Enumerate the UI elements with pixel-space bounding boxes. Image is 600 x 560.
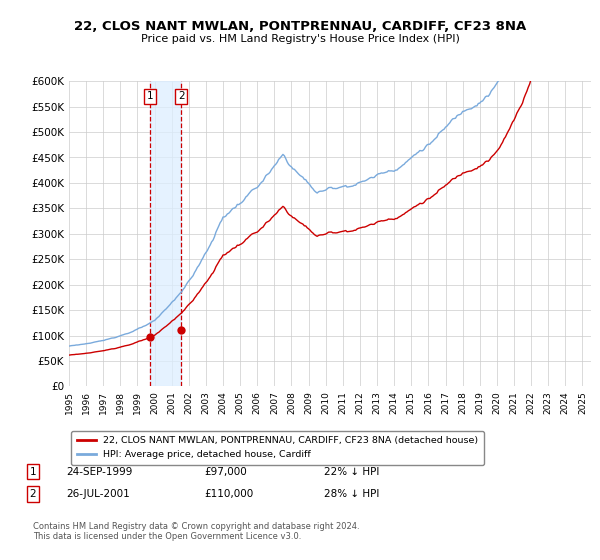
Bar <box>150 81 181 386</box>
Text: 22, CLOS NANT MWLAN, PONTPRENNAU, CARDIFF, CF23 8NA: 22, CLOS NANT MWLAN, PONTPRENNAU, CARDIF… <box>74 20 526 32</box>
Text: 22% ↓ HPI: 22% ↓ HPI <box>324 466 379 477</box>
Text: Price paid vs. HM Land Registry's House Price Index (HPI): Price paid vs. HM Land Registry's House … <box>140 34 460 44</box>
Text: £97,000: £97,000 <box>204 466 247 477</box>
Text: 1: 1 <box>146 91 153 101</box>
Text: £110,000: £110,000 <box>204 489 253 499</box>
Text: 24-SEP-1999: 24-SEP-1999 <box>66 466 133 477</box>
Text: 2: 2 <box>29 489 37 499</box>
Text: 2: 2 <box>178 91 185 101</box>
Legend: 22, CLOS NANT MWLAN, PONTPRENNAU, CARDIFF, CF23 8NA (detached house), HPI: Avera: 22, CLOS NANT MWLAN, PONTPRENNAU, CARDIF… <box>71 431 484 465</box>
Text: Contains HM Land Registry data © Crown copyright and database right 2024.
This d: Contains HM Land Registry data © Crown c… <box>33 522 359 542</box>
Text: 26-JUL-2001: 26-JUL-2001 <box>66 489 130 499</box>
Text: 1: 1 <box>29 466 37 477</box>
Text: 28% ↓ HPI: 28% ↓ HPI <box>324 489 379 499</box>
